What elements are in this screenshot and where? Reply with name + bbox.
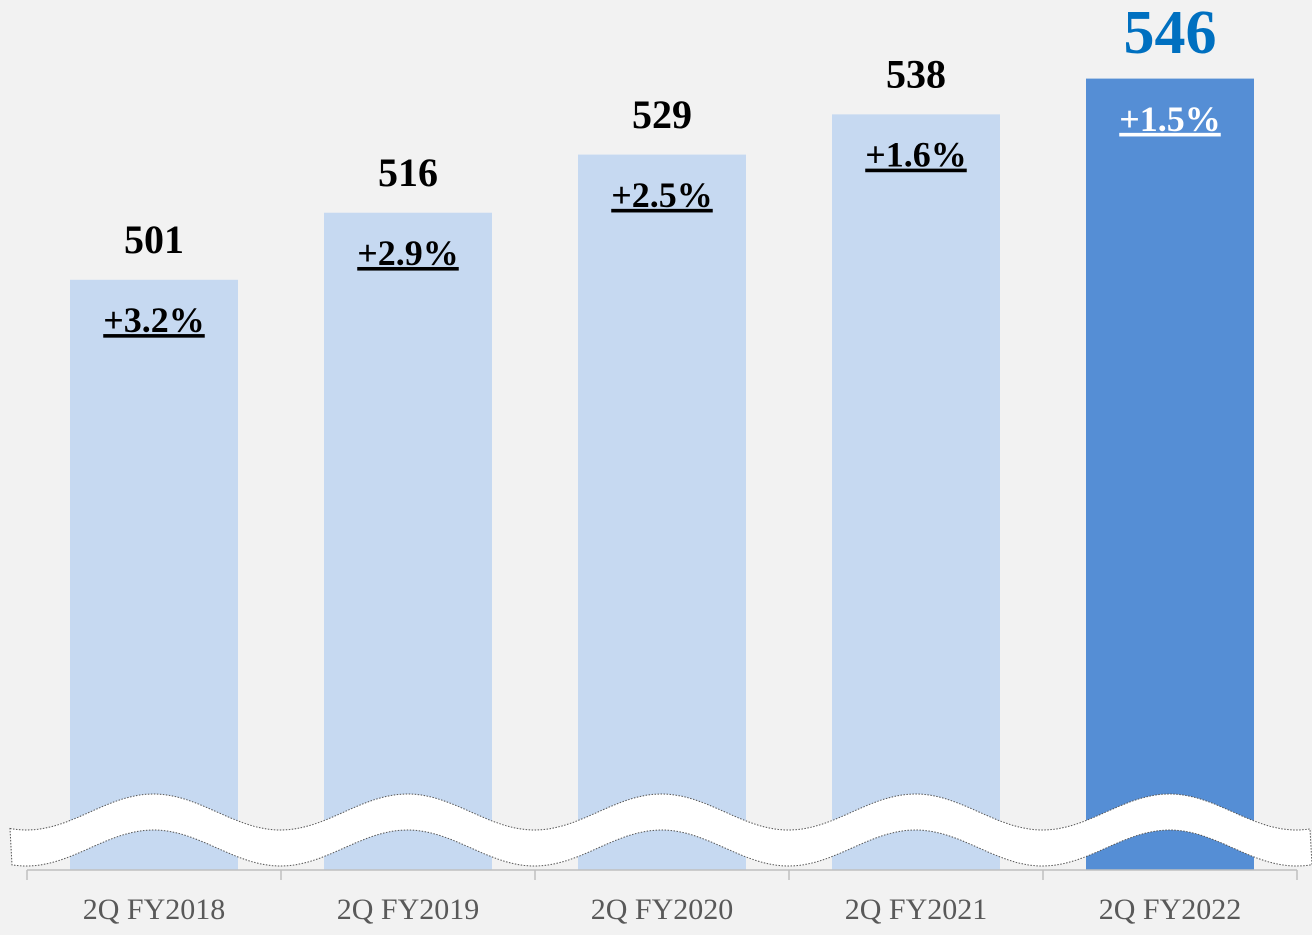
x-tick-label: 2Q FY2022 [1099, 893, 1242, 926]
x-tick-label: 2Q FY2019 [337, 893, 480, 926]
growth-label: +3.2% [103, 300, 205, 340]
growth-label: +1.5% [1119, 99, 1221, 139]
bar [832, 114, 1000, 870]
bar [70, 279, 238, 871]
value-label: 546 [1124, 0, 1217, 67]
growth-label: +2.9% [357, 233, 459, 273]
growth-label: +2.5% [611, 175, 713, 215]
bar [578, 154, 746, 871]
x-tick-label: 2Q FY2020 [591, 893, 734, 926]
bar [324, 212, 492, 871]
axis-break [9, 793, 1312, 867]
labels: 501 +3.2% 2Q FY2018 516 +2.9% 2Q FY2019 529 +2.… [26, 0, 1298, 926]
value-label: 516 [378, 150, 438, 195]
value-label: 538 [886, 52, 946, 97]
value-label: 529 [632, 92, 692, 137]
bars [70, 78, 1254, 871]
x-tick-label: 2Q FY2021 [845, 893, 988, 926]
growth-label: +1.6% [865, 135, 967, 175]
value-label: 501 [124, 217, 184, 262]
x-tick-label: 2Q FY2018 [83, 893, 226, 926]
bar [1086, 78, 1254, 870]
